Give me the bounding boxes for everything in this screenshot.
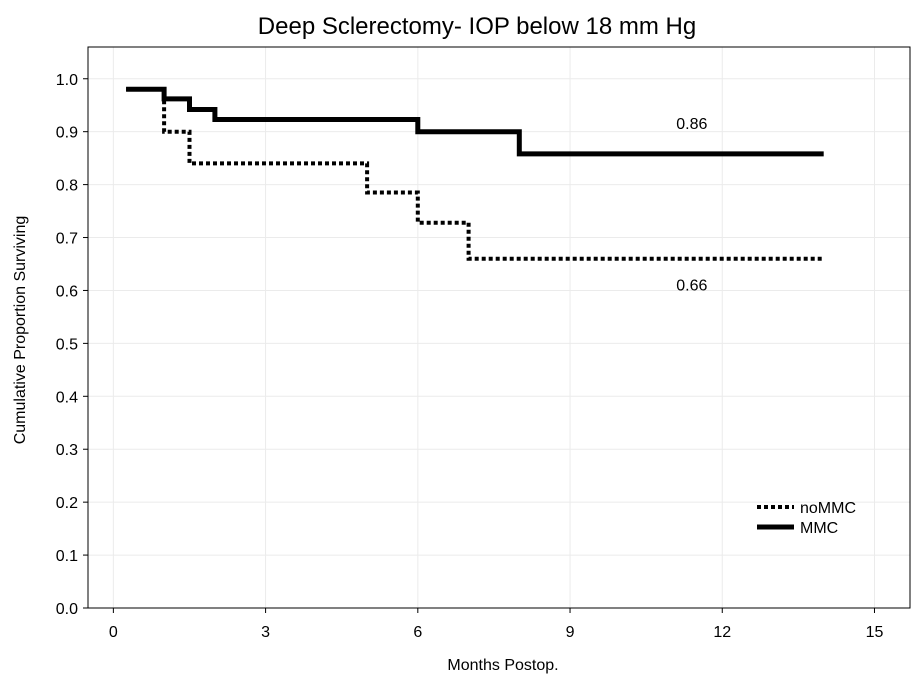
legend-label-nommc: noMMC — [800, 500, 856, 517]
annotations: 0.86 0.66 — [676, 116, 707, 294]
y-axis-ticks: 0.0 0.1 0.2 0.3 0.4 0.5 0.6 0.7 0.8 0.9 1.0 — [56, 72, 88, 618]
x-axis-label: Months Postop. — [447, 657, 558, 674]
y-tick-label: 1.0 — [56, 72, 78, 89]
x-tick-label: 15 — [866, 624, 884, 641]
x-tick-label: 9 — [566, 624, 575, 641]
x-tick-label: 6 — [413, 624, 422, 641]
y-tick-label: 0.2 — [56, 495, 78, 512]
annotation-label: 0.66 — [676, 277, 707, 294]
grid-lines — [88, 47, 910, 609]
x-tick-label: 12 — [713, 624, 731, 641]
x-tick-label: 3 — [261, 624, 270, 641]
y-tick-label: 0.9 — [56, 125, 78, 142]
y-tick-label: 0.1 — [56, 548, 78, 565]
chart-title: Deep Sclerectomy- IOP below 18 mm Hg — [258, 13, 696, 40]
y-tick-label: 0.4 — [56, 389, 78, 406]
y-tick-label: 0.3 — [56, 442, 78, 459]
annotation-label: 0.86 — [676, 116, 707, 133]
y-tick-label: 0.7 — [56, 231, 78, 248]
y-tick-label: 0.0 — [56, 601, 78, 618]
series-line-mmc — [126, 86, 824, 157]
legend-label-mmc: MMC — [800, 520, 838, 537]
y-tick-label: 0.5 — [56, 336, 78, 353]
plot-frame — [87, 46, 911, 609]
x-tick-label: 0 — [109, 624, 118, 641]
series-lines — [126, 86, 824, 261]
y-axis-label: Cumulative Proportion Surviving — [12, 216, 29, 445]
legend: noMMC MMC — [757, 500, 856, 537]
y-tick-label: 0.8 — [56, 178, 78, 195]
series-line-nommc — [126, 87, 824, 261]
y-tick-label: 0.6 — [56, 283, 78, 300]
x-axis-ticks: 0 3 6 9 12 15 — [109, 608, 884, 641]
